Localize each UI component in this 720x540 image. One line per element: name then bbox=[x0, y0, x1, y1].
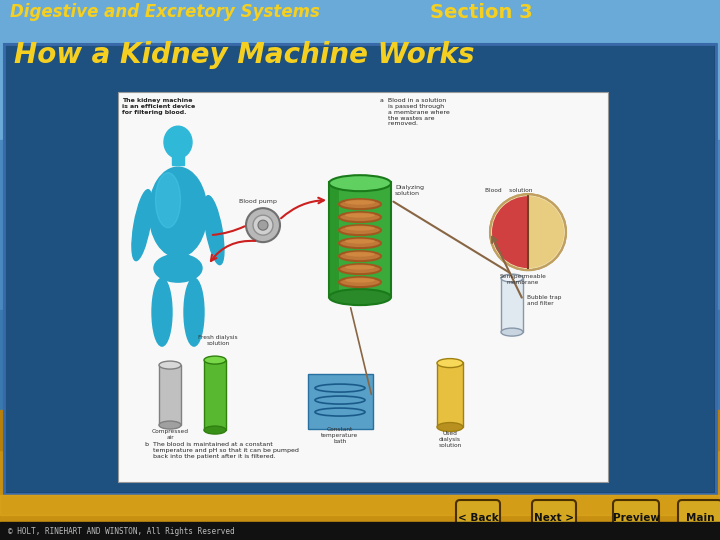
Text: < Back: < Back bbox=[458, 513, 498, 523]
Ellipse shape bbox=[339, 212, 381, 222]
Bar bbox=[0, 0, 720, 160]
Ellipse shape bbox=[345, 278, 375, 282]
Ellipse shape bbox=[339, 277, 381, 287]
Text: Digestive and Excretory Systems: Digestive and Excretory Systems bbox=[10, 3, 320, 21]
Ellipse shape bbox=[339, 225, 381, 235]
Bar bbox=[4, 44, 716, 494]
Bar bbox=[329, 182, 391, 297]
Bar bbox=[4, 44, 716, 494]
Ellipse shape bbox=[345, 213, 375, 218]
Text: Constant
temperature
bath: Constant temperature bath bbox=[321, 428, 359, 444]
Circle shape bbox=[258, 220, 268, 230]
Circle shape bbox=[246, 208, 280, 242]
Text: a  Blood in a solution
    is passed through
    a membrane where
    the wastes: a Blood in a solution is passed through … bbox=[380, 98, 450, 126]
Bar bbox=[159, 365, 181, 425]
Ellipse shape bbox=[345, 226, 375, 231]
Ellipse shape bbox=[184, 278, 204, 346]
Ellipse shape bbox=[339, 199, 381, 209]
Text: Fresh dialysis
solution: Fresh dialysis solution bbox=[198, 335, 238, 346]
Ellipse shape bbox=[339, 251, 381, 261]
Text: The kidney machine
is an efficient device
for filtering blood.: The kidney machine is an efficient devic… bbox=[122, 98, 195, 115]
FancyBboxPatch shape bbox=[678, 500, 720, 536]
Text: Main: Main bbox=[685, 513, 714, 523]
Text: Compressed
air: Compressed air bbox=[151, 429, 189, 440]
FancyBboxPatch shape bbox=[532, 500, 576, 536]
Bar bbox=[329, 182, 339, 297]
Ellipse shape bbox=[204, 426, 226, 434]
Bar bbox=[501, 277, 523, 332]
Text: Preview: Preview bbox=[613, 513, 660, 523]
Text: Semipermeable
membrane: Semipermeable membrane bbox=[500, 274, 546, 285]
Text: Section 3: Section 3 bbox=[430, 3, 533, 22]
Bar bbox=[6, 46, 714, 492]
Ellipse shape bbox=[159, 361, 181, 369]
Ellipse shape bbox=[339, 264, 381, 274]
Text: Blood pump: Blood pump bbox=[239, 199, 277, 204]
Ellipse shape bbox=[156, 173, 181, 228]
Wedge shape bbox=[492, 196, 528, 268]
Wedge shape bbox=[528, 196, 564, 268]
Text: How a Kidney Machine Works: How a Kidney Machine Works bbox=[14, 41, 474, 69]
Ellipse shape bbox=[345, 252, 375, 256]
Ellipse shape bbox=[132, 190, 152, 261]
FancyBboxPatch shape bbox=[456, 500, 500, 536]
Ellipse shape bbox=[204, 356, 226, 364]
Ellipse shape bbox=[501, 274, 523, 282]
Ellipse shape bbox=[437, 423, 463, 431]
Bar bbox=[204, 360, 226, 430]
Bar bbox=[0, 495, 720, 515]
Ellipse shape bbox=[204, 195, 224, 265]
Ellipse shape bbox=[345, 265, 375, 269]
Text: Dialyzing
solution: Dialyzing solution bbox=[395, 185, 424, 196]
Text: Used
dialysis
solution: Used dialysis solution bbox=[438, 431, 462, 448]
Text: Bubble trap
and filter: Bubble trap and filter bbox=[527, 295, 562, 306]
Ellipse shape bbox=[152, 278, 172, 346]
Bar bbox=[0, 522, 720, 540]
Bar bbox=[0, 430, 720, 540]
Bar bbox=[172, 147, 184, 165]
Ellipse shape bbox=[437, 359, 463, 368]
Bar bbox=[0, 495, 720, 540]
Ellipse shape bbox=[329, 175, 391, 191]
Bar bbox=[118, 92, 608, 482]
Ellipse shape bbox=[345, 200, 375, 205]
Text: Blood    solution: Blood solution bbox=[485, 188, 532, 193]
Ellipse shape bbox=[164, 126, 192, 158]
Ellipse shape bbox=[149, 167, 207, 257]
Text: Next >: Next > bbox=[534, 513, 574, 523]
Circle shape bbox=[253, 215, 273, 235]
Text: b  The blood is maintained at a constant
    temperature and pH so that it can b: b The blood is maintained at a constant … bbox=[145, 442, 299, 458]
Text: © HOLT, RINEHART AND WINSTON, All Rights Reserved: © HOLT, RINEHART AND WINSTON, All Rights… bbox=[8, 526, 235, 536]
Bar bbox=[0, 310, 720, 410]
FancyBboxPatch shape bbox=[613, 500, 659, 536]
Bar bbox=[437, 362, 463, 427]
Ellipse shape bbox=[339, 238, 381, 248]
Ellipse shape bbox=[501, 328, 523, 336]
Bar bbox=[0, 140, 720, 340]
Bar bbox=[308, 374, 373, 429]
Ellipse shape bbox=[154, 254, 202, 282]
Bar bbox=[0, 410, 720, 450]
Ellipse shape bbox=[159, 421, 181, 429]
Ellipse shape bbox=[345, 239, 375, 244]
Ellipse shape bbox=[329, 289, 391, 305]
Circle shape bbox=[490, 194, 566, 270]
